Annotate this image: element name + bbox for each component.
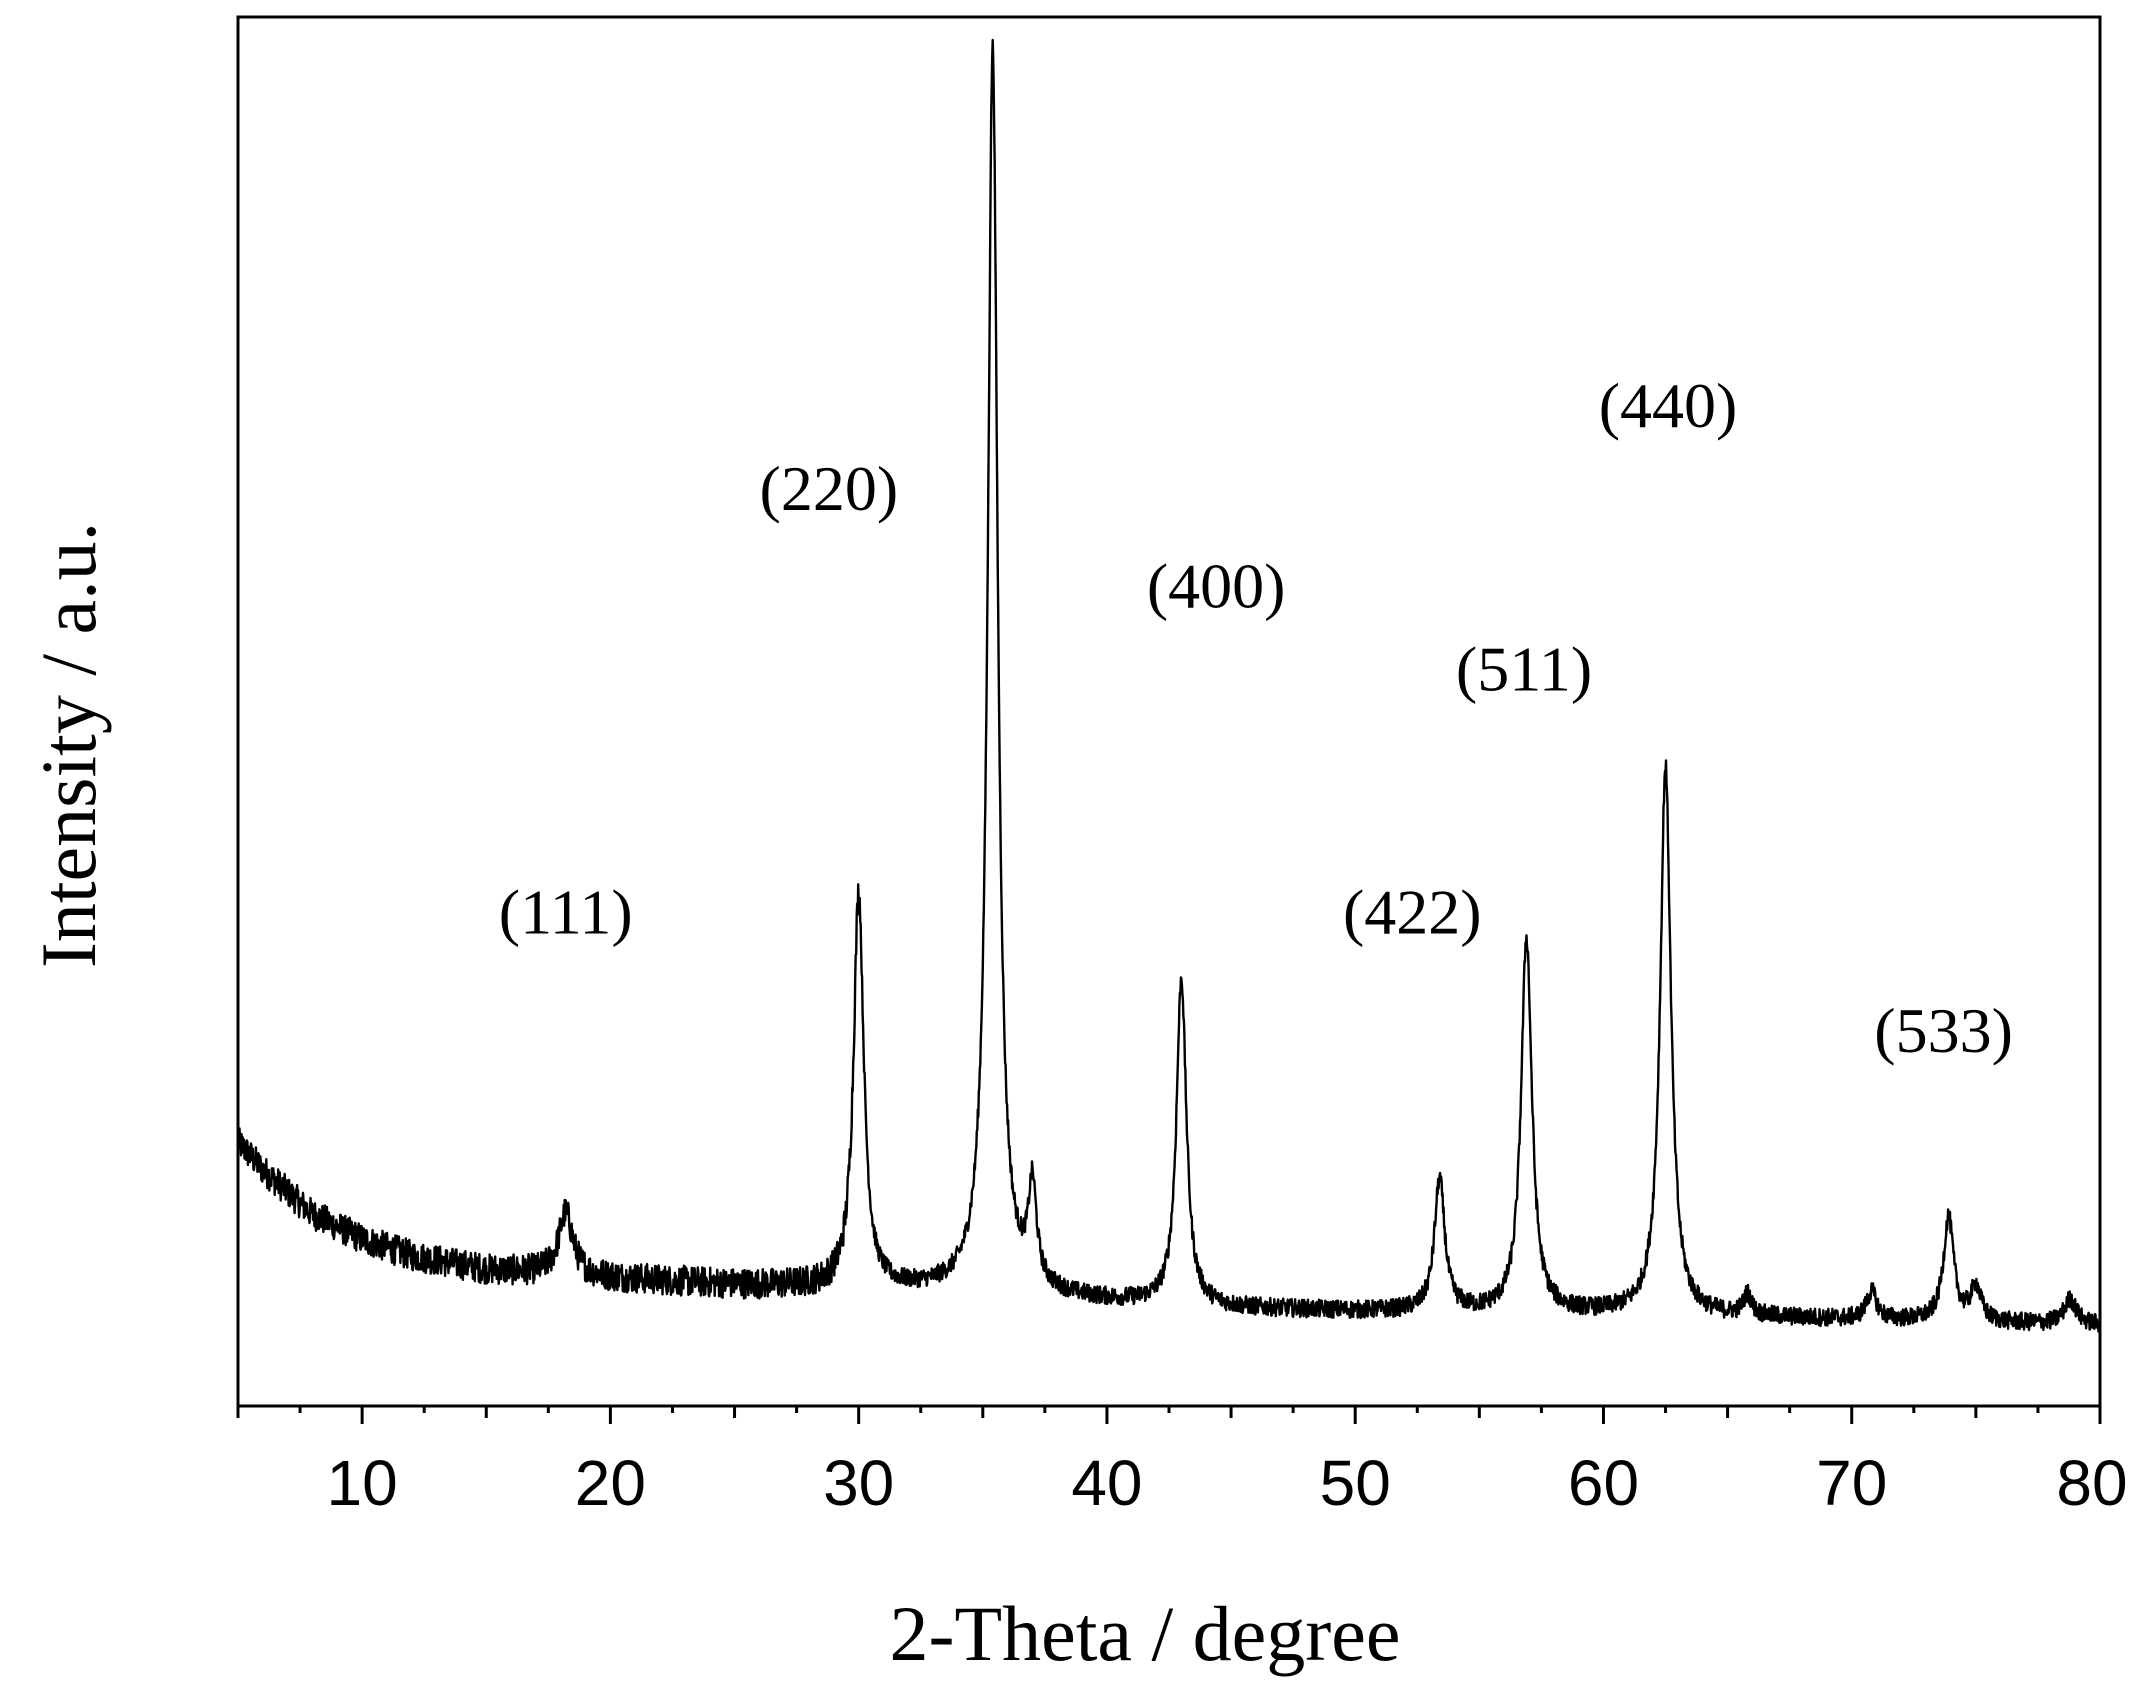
x-tick-label: 30 <box>823 1447 894 1519</box>
x-tick-label: 70 <box>1816 1447 1887 1519</box>
x-tick-label: 40 <box>1071 1447 1142 1519</box>
x-axis-title: 2-Theta / degree <box>889 1590 1400 1677</box>
x-tick-label: 20 <box>575 1447 646 1519</box>
x-axis-ticks <box>236 1406 2102 1424</box>
peak-label: (400) <box>1147 550 1286 621</box>
peak-label: (111) <box>499 877 633 948</box>
x-tick-label: 60 <box>1568 1447 1639 1519</box>
peak-labels: (111)(220)(311)(400)(422)(511)(440)(533) <box>499 370 2013 1066</box>
peak-label: (422) <box>1343 877 1482 948</box>
peak-label: (440) <box>1599 370 1738 441</box>
y-axis-title: Intensity / a.u. <box>25 522 112 968</box>
x-tick-label: 10 <box>327 1447 398 1519</box>
x-axis-tick-labels: 10 20 30 40 50 60 70 80 <box>327 1447 2128 1519</box>
x-tick-label: 80 <box>2056 1447 2127 1519</box>
xrd-pattern-line <box>236 38 2102 1333</box>
plot-frame <box>236 15 2102 1408</box>
peak-label: (533) <box>1874 995 2013 1066</box>
peak-label: (511) <box>1456 634 1592 705</box>
x-tick-label: 50 <box>1320 1447 1391 1519</box>
peak-label: (220) <box>760 453 899 524</box>
